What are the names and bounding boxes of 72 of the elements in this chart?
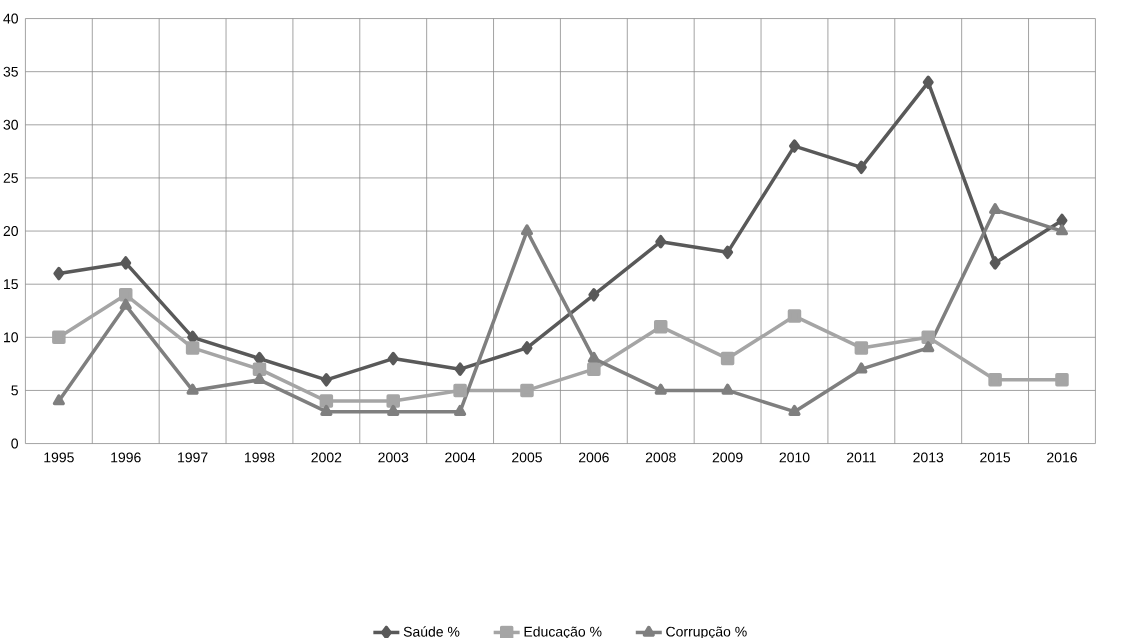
x-tick-label: 2016 <box>1047 452 1077 463</box>
x-tick-label: 2004 <box>445 452 476 463</box>
point <box>453 383 467 398</box>
x-tick-label: 1996 <box>111 452 141 463</box>
point <box>787 309 802 323</box>
point <box>319 394 334 408</box>
point <box>921 330 935 345</box>
x-tick-label: 2009 <box>712 452 743 463</box>
y-tick-label: 25 <box>3 172 18 183</box>
point <box>320 404 333 416</box>
point <box>988 373 1002 387</box>
point <box>653 319 668 334</box>
x-tick-label: 2008 <box>645 452 676 463</box>
point <box>855 160 867 175</box>
point <box>120 256 132 270</box>
x-tick-label: 2002 <box>311 452 342 463</box>
point <box>521 341 533 355</box>
x-tick-label: 1998 <box>244 452 275 463</box>
point <box>721 383 734 395</box>
x-tick-label: 2013 <box>913 452 944 463</box>
y-tick-label: 40 <box>3 13 19 24</box>
y-tick-label: 5 <box>11 385 18 396</box>
y-tick-label: 35 <box>3 66 18 77</box>
y-tick-label: 30 <box>3 119 19 130</box>
x-tick-label: 2005 <box>512 452 542 463</box>
point <box>788 404 801 416</box>
point <box>654 383 667 395</box>
point <box>720 351 735 366</box>
x-tick-label: 1997 <box>178 452 208 463</box>
point <box>989 256 1001 270</box>
point <box>854 341 869 355</box>
x-tick-label: 1995 <box>44 452 74 463</box>
x-tick-label: 2003 <box>378 452 409 463</box>
point <box>52 330 66 345</box>
y-tick-label: 20 <box>3 226 19 237</box>
point <box>587 351 600 363</box>
x-tick-label: 2006 <box>578 452 609 463</box>
point <box>119 298 132 310</box>
y-tick-label: 10 <box>4 332 19 343</box>
point <box>1056 213 1068 228</box>
point <box>186 383 199 395</box>
point <box>387 404 400 416</box>
point <box>52 394 65 406</box>
point <box>855 362 868 374</box>
point <box>386 394 400 408</box>
point <box>454 404 467 416</box>
point <box>520 383 534 398</box>
point <box>320 373 332 387</box>
point <box>922 341 935 353</box>
x-tick-label: 2015 <box>980 452 1011 463</box>
point <box>922 75 934 90</box>
legend-label: Saúde % <box>403 626 460 637</box>
point <box>252 362 267 376</box>
point <box>253 373 266 385</box>
point <box>118 288 133 302</box>
point <box>1055 224 1069 236</box>
point <box>1055 373 1069 387</box>
point <box>722 245 734 260</box>
point <box>655 234 667 249</box>
x-tick-label: 2011 <box>847 452 876 463</box>
y-tick-label: 15 <box>4 279 18 290</box>
point <box>989 203 1002 215</box>
y-tick-label: 0 <box>11 438 19 449</box>
point <box>788 139 800 153</box>
point <box>587 362 601 376</box>
point <box>387 351 399 366</box>
x-tick-label: 2010 <box>779 452 810 463</box>
point <box>588 288 600 302</box>
point <box>520 224 534 236</box>
point <box>53 266 65 281</box>
point <box>185 341 200 355</box>
point <box>454 362 466 376</box>
